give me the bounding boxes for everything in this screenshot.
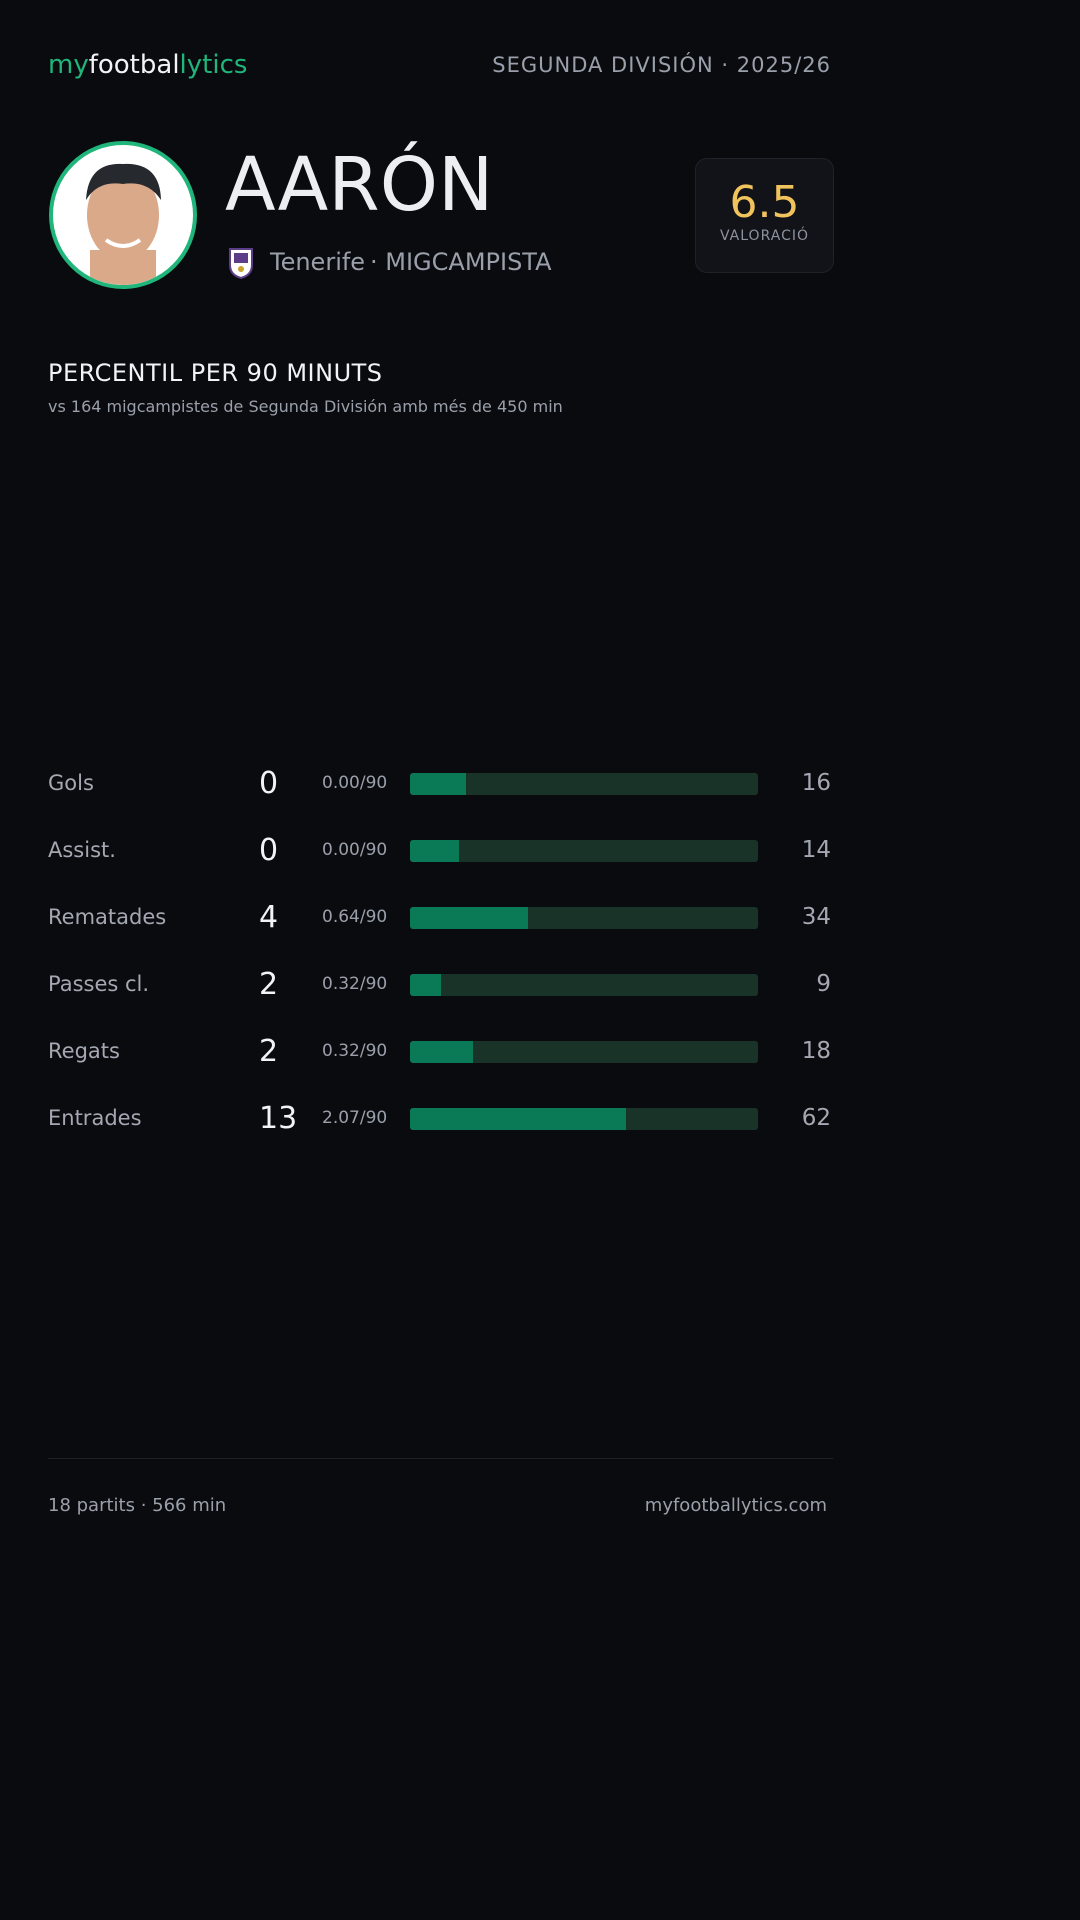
bar-track bbox=[410, 974, 758, 996]
stat-total: 13 bbox=[259, 1101, 298, 1136]
stat-total: 4 bbox=[259, 900, 279, 935]
stat-per90: 0.32/90 bbox=[322, 974, 388, 994]
bar-track bbox=[410, 1041, 758, 1063]
logo-part: lytics bbox=[179, 50, 248, 80]
logo-part: footbal bbox=[88, 50, 180, 80]
stat-per90: 0.32/90 bbox=[322, 1041, 388, 1061]
player-photo bbox=[49, 141, 197, 289]
stat-label: Regats bbox=[48, 1039, 120, 1063]
team-crest bbox=[229, 248, 253, 279]
stat-total: 0 bbox=[259, 833, 279, 868]
stat-per90: 2.07/90 bbox=[322, 1108, 388, 1128]
stat-percentile: 9 bbox=[816, 971, 831, 997]
logo: myfootballytics bbox=[48, 50, 247, 80]
bar-track bbox=[410, 907, 758, 929]
footer-site: myfootballytics.com bbox=[644, 1495, 827, 1516]
stats-card: myfootballytics SEGUNDA DIVISIÓN · 2025/… bbox=[48, 50, 834, 1516]
stat-percentile: 16 bbox=[801, 770, 831, 796]
position: · MIGCAMPISTA bbox=[370, 248, 552, 276]
stat-label: Passes cl. bbox=[48, 972, 150, 996]
stat-label: Assist. bbox=[48, 838, 116, 862]
section-title: PERCENTIL PER 90 MINUTS bbox=[48, 359, 383, 387]
stat-label: Gols bbox=[48, 771, 94, 795]
logo-part: my bbox=[48, 50, 89, 80]
stat-total: 2 bbox=[259, 967, 279, 1002]
team: Tenerife bbox=[270, 248, 366, 276]
player-name: AARÓN bbox=[225, 142, 494, 228]
divider bbox=[48, 1458, 833, 1459]
rating-box: 6.5 VALORACIÓ bbox=[695, 158, 834, 273]
percentile-bar bbox=[410, 974, 442, 996]
percentile-bar bbox=[410, 907, 529, 929]
footer-summary: 18 partits · 566 min bbox=[48, 1495, 227, 1516]
league: SEGUNDA DIVISIÓN · 2025/26 bbox=[492, 53, 831, 77]
bar-track bbox=[410, 773, 758, 795]
bar-track bbox=[410, 1108, 758, 1130]
rating-label: VALORACIÓ bbox=[720, 228, 809, 244]
percentile-bar bbox=[410, 773, 466, 795]
percentile-bar bbox=[410, 1041, 473, 1063]
stat-label: Rematades bbox=[48, 905, 167, 929]
stat-percentile: 14 bbox=[801, 837, 831, 863]
stat-label: Entrades bbox=[48, 1106, 142, 1130]
stat-percentile: 62 bbox=[801, 1105, 831, 1131]
stat-per90: 0.00/90 bbox=[322, 773, 388, 793]
stat-percentile: 34 bbox=[801, 904, 831, 930]
rating: 6.5 bbox=[729, 177, 800, 228]
stat-percentile: 18 bbox=[801, 1038, 831, 1064]
bar-track bbox=[410, 840, 758, 862]
section-subtitle: vs 164 migcampistes de Segunda División … bbox=[48, 397, 563, 416]
percentile-bar bbox=[410, 840, 459, 862]
stat-total: 0 bbox=[259, 766, 279, 801]
stat-per90: 0.64/90 bbox=[322, 907, 388, 927]
percentile-bar bbox=[410, 1108, 626, 1130]
stat-per90: 0.00/90 bbox=[322, 840, 388, 860]
stat-total: 2 bbox=[259, 1034, 279, 1069]
